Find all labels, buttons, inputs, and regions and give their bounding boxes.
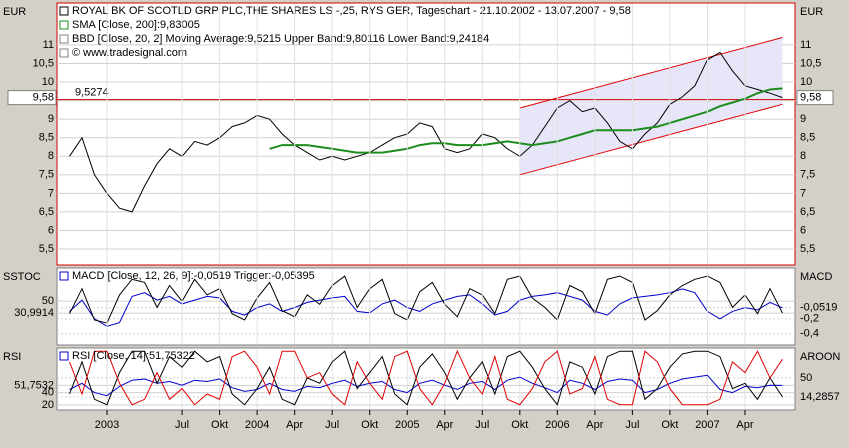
y-axis-label: RSI: [3, 351, 21, 363]
current-value-label-right: 9,58: [800, 92, 821, 104]
channel-line: [519, 37, 783, 109]
y2-axis-label: AROON: [800, 351, 840, 363]
y-axis-label: EUR: [3, 6, 26, 18]
x-tick-label: Okt: [661, 419, 678, 431]
x-tick-label: Okt: [361, 419, 378, 431]
y-axis-label: SSTOC: [3, 271, 41, 283]
y2-tick-label: -0,0519: [800, 302, 837, 314]
y-tick-label-right: 7,5: [800, 169, 815, 181]
y-tick-label-right: 8: [800, 150, 806, 162]
y-tick-label: 30,9914: [14, 307, 54, 319]
y2-tick-label: -0,4: [800, 328, 819, 340]
annotation: © www.tradesignal.com: [72, 47, 187, 59]
series-line: [69, 51, 783, 213]
y-tick-label: 11: [43, 39, 54, 51]
y-tick-label-right: 7: [800, 187, 806, 199]
y-tick-label-right: 10: [800, 76, 812, 88]
y-tick-label: 51,7532: [14, 379, 54, 391]
y-tick-label: 6,5: [39, 206, 54, 218]
x-tick-label: Jul: [175, 419, 189, 431]
legend-icon: [59, 34, 69, 44]
legend-icon: [59, 271, 69, 281]
x-tick-label: Apr: [286, 419, 303, 431]
channel-fill: [519, 37, 783, 175]
series-line: [69, 374, 783, 397]
series-line: [69, 350, 783, 406]
series-line: [269, 87, 783, 154]
y-tick-label: 10: [42, 76, 54, 88]
legend-icon: [59, 351, 69, 361]
y-tick-label: 40: [42, 387, 54, 399]
y2-tick-label: 14,2857: [800, 391, 840, 403]
legend-entry: RSI [Close, 14]:51,75322: [72, 350, 195, 362]
horizontal-line-label: 9,5274: [75, 86, 109, 98]
series-line: [69, 349, 783, 406]
legend-icon: [59, 48, 69, 58]
series-line: [69, 288, 783, 327]
series-line: [69, 275, 783, 324]
x-tick-label: Okt: [211, 419, 228, 431]
y-tick-label: 6: [48, 224, 54, 236]
y-tick-label: 20: [42, 399, 54, 411]
y-tick-label-right: 10,5: [800, 57, 821, 69]
x-tick-label: Apr: [736, 419, 753, 431]
macd-plot-area: [56, 267, 796, 346]
y-tick-label-right: 5,5: [800, 243, 815, 255]
y-tick-label: 7,5: [39, 169, 54, 181]
x-tick-label: 2003: [95, 419, 119, 431]
y2-tick-label: -0,2: [800, 313, 819, 325]
y2-tick-label: 50: [800, 372, 812, 384]
channel-line: [519, 103, 783, 176]
x-tick-label: 2005: [395, 419, 419, 431]
y2-axis-label: MACD: [800, 271, 832, 283]
y-tick-label: 50: [42, 295, 54, 307]
current-value-label: 9,58: [33, 92, 54, 104]
x-tick-label: Jul: [325, 419, 339, 431]
y-tick-label-right: 8,5: [800, 132, 815, 144]
rsi-plot-area: [56, 347, 796, 411]
x-tick-label: Apr: [586, 419, 603, 431]
legend-entry: MACD [Close, 12, 26, 9]:-0,0519 Trigger:…: [72, 270, 315, 282]
y-axis-label-right: EUR: [800, 6, 823, 18]
annotation: BBD [Close, 20, 2] Moving Average:9,5215…: [72, 33, 489, 45]
y-tick-label-right: 11: [800, 39, 811, 51]
chart-title: ROYAL BK OF SCOTLD GRP PLC,THE SHARES LS…: [72, 5, 631, 17]
legend-entry: SMA [Close, 200]:9,83005: [72, 19, 200, 31]
x-tick-label: Apr: [436, 419, 453, 431]
y-tick-label: 5,5: [39, 243, 54, 255]
y-tick-label: 7: [48, 187, 54, 199]
x-tick-label: 2004: [245, 419, 269, 431]
y-tick-label: 9: [48, 113, 54, 125]
x-tick-label: Okt: [511, 419, 528, 431]
y-tick-label-right: 9: [800, 113, 806, 125]
x-tick-label: 2006: [545, 419, 569, 431]
y-tick-label-right: 6: [800, 224, 806, 236]
y-tick-label: 8: [48, 150, 54, 162]
legend-icon: [59, 20, 69, 30]
x-tick-label: Jul: [625, 419, 639, 431]
current-value-box-right: [796, 90, 834, 106]
x-tick-label: Jul: [475, 419, 489, 431]
y-tick-label: 8,5: [39, 132, 54, 144]
legend-icon: [59, 6, 69, 16]
current-value-box: [7, 90, 57, 106]
y-tick-label-right: 6,5: [800, 206, 815, 218]
y-tick-label: 10,5: [33, 57, 54, 69]
x-tick-label: 2007: [695, 419, 719, 431]
